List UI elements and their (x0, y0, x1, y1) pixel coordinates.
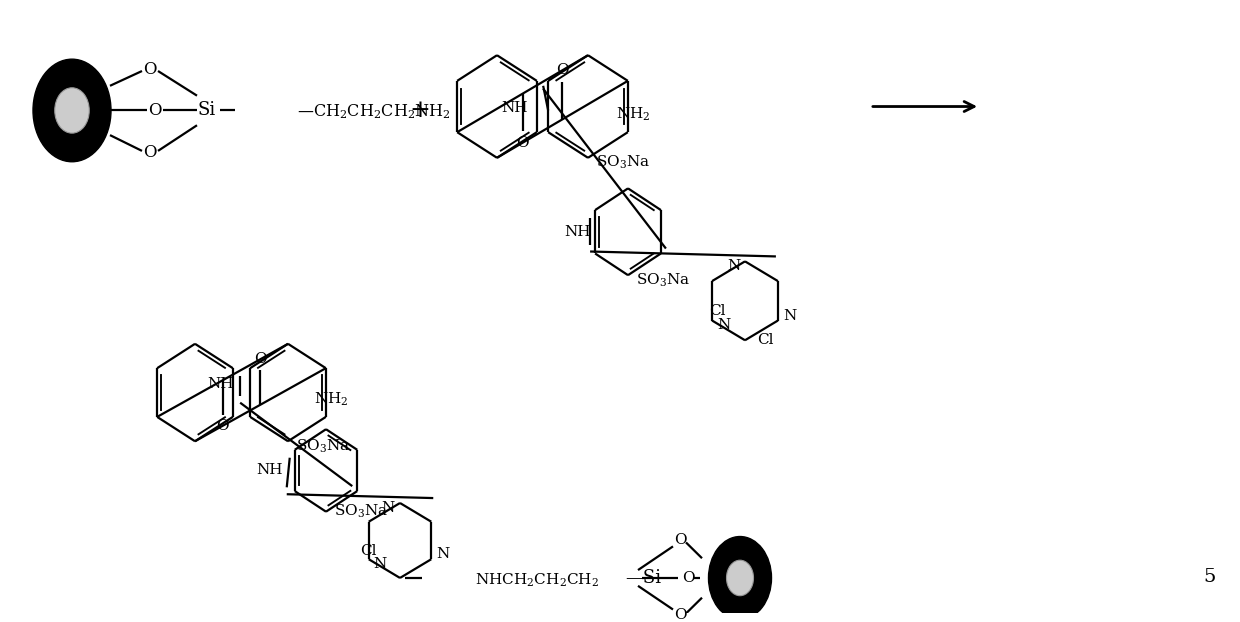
Text: N: N (727, 259, 740, 273)
Text: $\mathregular{NH_2}$: $\mathregular{NH_2}$ (615, 106, 650, 123)
Text: $\mathregular{SO_3Na}$: $\mathregular{SO_3Na}$ (636, 271, 691, 289)
Text: NH: NH (257, 463, 283, 476)
Text: NH: NH (207, 377, 233, 391)
Text: O: O (673, 534, 686, 547)
Ellipse shape (708, 537, 771, 620)
Text: O: O (516, 136, 529, 150)
Text: Cl: Cl (361, 544, 377, 559)
Text: $\mathregular{—CH_2CH_2CH_2NH_2}$: $\mathregular{—CH_2CH_2CH_2NH_2}$ (298, 102, 451, 121)
Text: $\mathregular{NHCH_2CH_2CH_2}$: $\mathregular{NHCH_2CH_2CH_2}$ (475, 571, 599, 588)
Text: O: O (149, 102, 161, 119)
Text: N: N (782, 309, 796, 323)
Text: N: N (382, 501, 396, 515)
Text: N: N (373, 557, 387, 571)
Text: 5: 5 (1204, 568, 1216, 586)
Text: NH: NH (502, 101, 528, 114)
Text: O: O (254, 352, 267, 366)
Text: N: N (717, 318, 730, 333)
Ellipse shape (55, 88, 89, 133)
Text: NH: NH (564, 225, 590, 239)
Text: O: O (673, 608, 686, 622)
Text: Cl: Cl (756, 333, 774, 347)
Text: +: + (409, 99, 430, 122)
Ellipse shape (727, 560, 754, 596)
Text: O: O (556, 63, 569, 77)
Text: O: O (682, 571, 694, 585)
Ellipse shape (33, 59, 112, 162)
Text: $\mathregular{SO_3Na}$: $\mathregular{SO_3Na}$ (296, 437, 350, 455)
Text: N: N (436, 547, 450, 561)
Text: O: O (144, 60, 156, 78)
Text: $\mathregular{SO_3Na}$: $\mathregular{SO_3Na}$ (596, 154, 650, 172)
Text: —Si: —Si (625, 569, 661, 587)
Text: Cl: Cl (709, 304, 725, 318)
Text: $\mathregular{NH_2}$: $\mathregular{NH_2}$ (314, 391, 348, 408)
Text: O: O (144, 144, 156, 161)
Text: $\mathregular{SO_3Na}$: $\mathregular{SO_3Na}$ (334, 503, 388, 521)
Text: O: O (216, 419, 229, 433)
Text: Si: Si (198, 101, 216, 119)
